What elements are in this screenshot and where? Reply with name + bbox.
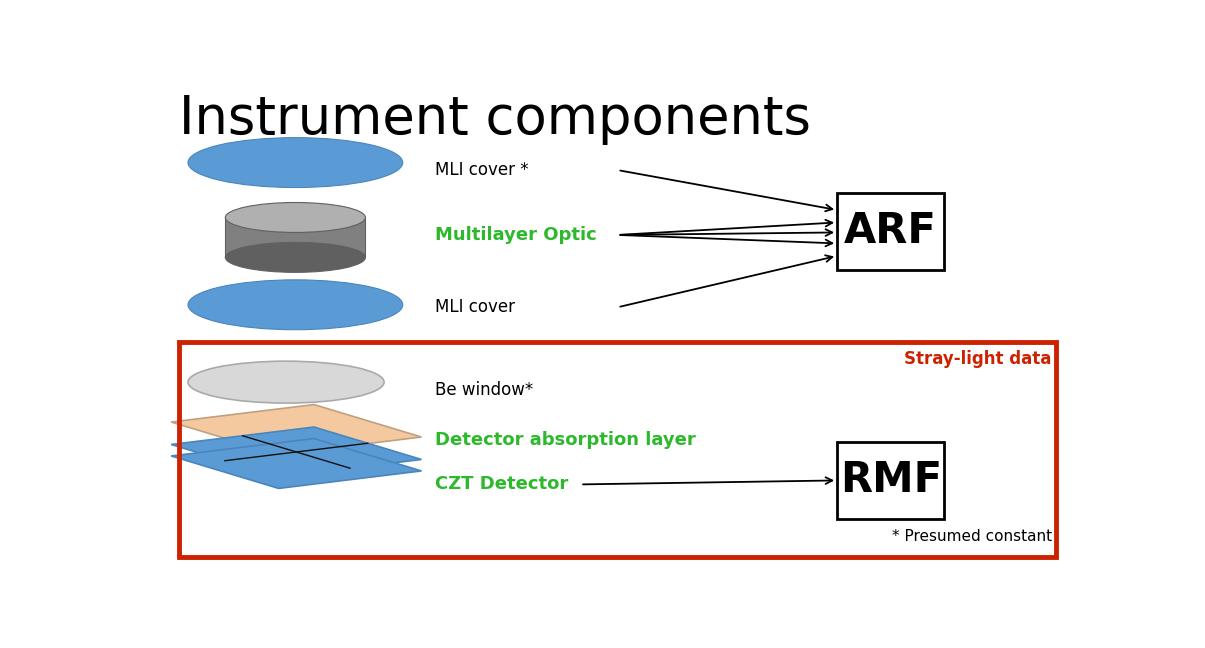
Ellipse shape: [188, 280, 402, 330]
Text: Multilayer Optic: Multilayer Optic: [435, 226, 598, 244]
Ellipse shape: [188, 361, 384, 403]
Polygon shape: [171, 439, 422, 489]
Ellipse shape: [225, 242, 365, 272]
Bar: [837, 192, 945, 270]
Text: MLI cover *: MLI cover *: [435, 161, 529, 179]
Text: Detector absorption layer: Detector absorption layer: [435, 430, 696, 448]
Ellipse shape: [225, 202, 365, 233]
Text: ARF: ARF: [845, 210, 937, 252]
Text: RMF: RMF: [840, 459, 942, 502]
Text: Stray-light data: Stray-light data: [905, 350, 1052, 367]
Text: Instrument components: Instrument components: [178, 93, 811, 145]
Polygon shape: [171, 404, 422, 454]
Bar: [837, 442, 945, 519]
Text: CZT Detector: CZT Detector: [435, 476, 569, 493]
Text: MLI cover: MLI cover: [435, 298, 516, 316]
Polygon shape: [171, 427, 422, 477]
Text: * Presumed constant: * Presumed constant: [892, 529, 1052, 544]
Bar: [178, 342, 1057, 557]
Ellipse shape: [188, 137, 402, 187]
Polygon shape: [225, 218, 365, 257]
Text: Be window*: Be window*: [435, 380, 534, 399]
